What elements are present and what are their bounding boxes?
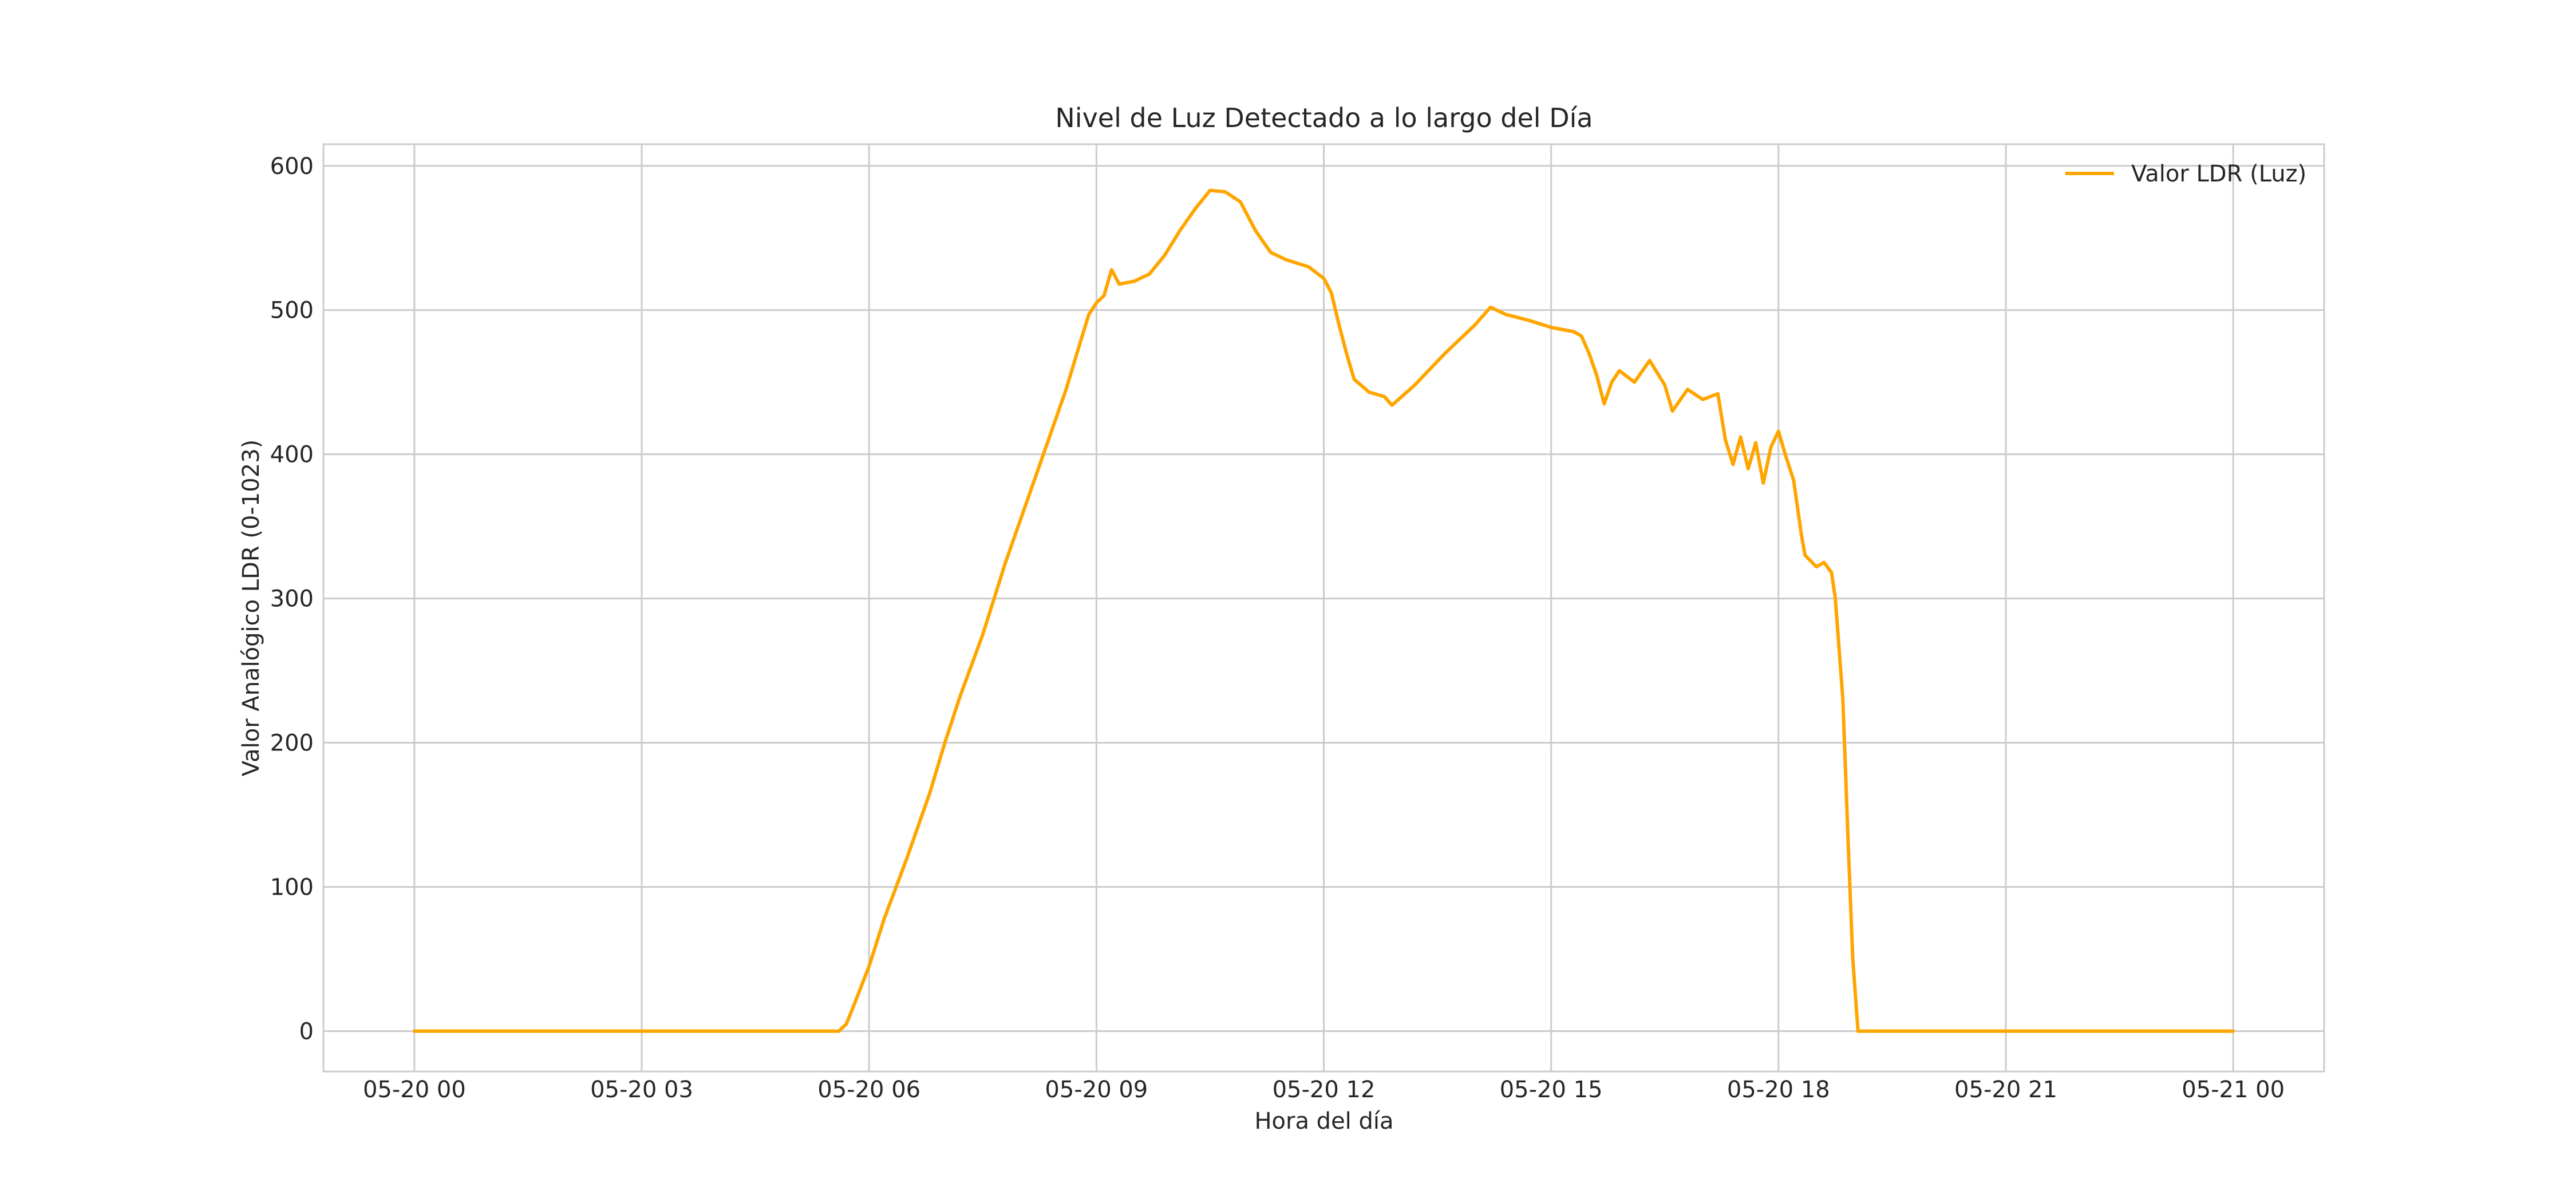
series-layer [412, 188, 2235, 1033]
legend-label: Valor LDR (Luz) [2131, 161, 2306, 187]
x-axis-label: Hora del día [1254, 1108, 1393, 1134]
grid-layer [323, 144, 2324, 1071]
x-tick-label: 05-20 09 [1045, 1077, 1148, 1103]
x-tick-label: 05-20 03 [590, 1077, 693, 1103]
y-tick-label: 300 [270, 586, 314, 612]
x-tick-label: 05-20 06 [817, 1077, 920, 1103]
y-tick-label: 200 [270, 730, 314, 757]
x-tick-label: 05-20 00 [363, 1077, 466, 1103]
legend: Valor LDR (Luz) [2065, 161, 2306, 187]
y-tick-label: 400 [270, 442, 314, 468]
y-tick-label: 500 [270, 298, 314, 324]
chart-title: Nivel de Luz Detectado a lo largo del Dí… [1055, 102, 1593, 133]
y-tick-label: 0 [299, 1018, 314, 1045]
y-tick-label: 100 [270, 875, 314, 901]
x-tick-label: 05-21 00 [2182, 1077, 2285, 1103]
series-line-0 [412, 188, 2235, 1033]
x-tick-label: 05-20 12 [1273, 1077, 1376, 1103]
plot-frame [322, 143, 2325, 1073]
y-axis-label: Valor Analógico LDR (0-1023) [238, 440, 264, 777]
x-tick-label: 05-20 18 [1727, 1077, 1830, 1103]
x-tick-label: 05-20 21 [1954, 1077, 2057, 1103]
y-tick-label: 600 [270, 153, 314, 180]
x-tick-label: 05-20 15 [1500, 1077, 1603, 1103]
tick-layer: 05-20 00 05-20 03 05-20 06 05-20 09 05-20 12… [270, 153, 2285, 1103]
